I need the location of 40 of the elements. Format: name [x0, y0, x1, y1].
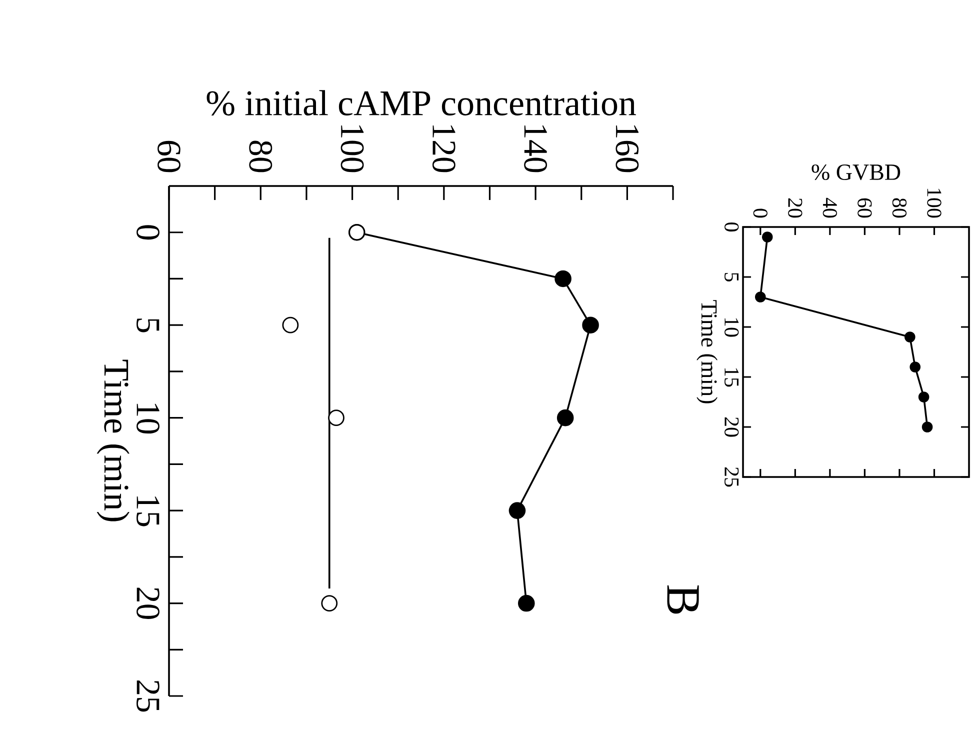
point: [556, 409, 574, 426]
y-tick-label: 0: [136, 225, 160, 240]
point: [518, 594, 535, 612]
y-tick-label: 5: [136, 318, 160, 332]
y-tick-label: 25: [136, 680, 160, 712]
x-tick-label: 100: [340, 125, 364, 172]
y-axis-title: Time (min): [696, 300, 718, 404]
y-tick-label: 15: [136, 496, 160, 526]
x-tick-label: 20: [788, 198, 802, 218]
point: [904, 332, 916, 342]
point: [754, 292, 766, 302]
x-tick-label: 0: [753, 208, 768, 218]
y-axis-title: Time (min): [96, 360, 130, 522]
point: [554, 270, 572, 288]
y-tick-label: 25: [724, 467, 739, 487]
x-tick-label: 160: [616, 125, 639, 172]
point: [910, 362, 921, 372]
y-tick-label: 0: [724, 222, 739, 232]
y-tick-label: 20: [724, 417, 739, 437]
y-tick-label: 20: [136, 588, 160, 619]
x-tick-label: 140: [524, 125, 548, 172]
x-tick-label: 80: [892, 198, 907, 218]
x-tick-label: 60: [158, 140, 180, 172]
point: [762, 232, 773, 242]
point: [918, 392, 930, 402]
y-tick-label: 5: [724, 272, 738, 282]
x-axis-title: % GVBD: [812, 164, 900, 180]
point: [582, 316, 599, 334]
y-tick-label: 15: [724, 368, 739, 387]
x-tick-label: 40: [822, 198, 838, 218]
x-tick-label: 60: [858, 198, 872, 218]
y-tick-label: 10: [724, 318, 739, 337]
x-axis-title: % initial cAMP concentration: [206, 90, 636, 116]
x-tick-label: 100: [927, 188, 942, 218]
annotation: B: [667, 585, 699, 614]
x-tick-label: 120: [432, 125, 456, 172]
y-tick-label: 10: [136, 404, 160, 434]
point: [508, 502, 526, 519]
x-tick-label: 80: [249, 140, 272, 172]
point: [922, 422, 933, 432]
